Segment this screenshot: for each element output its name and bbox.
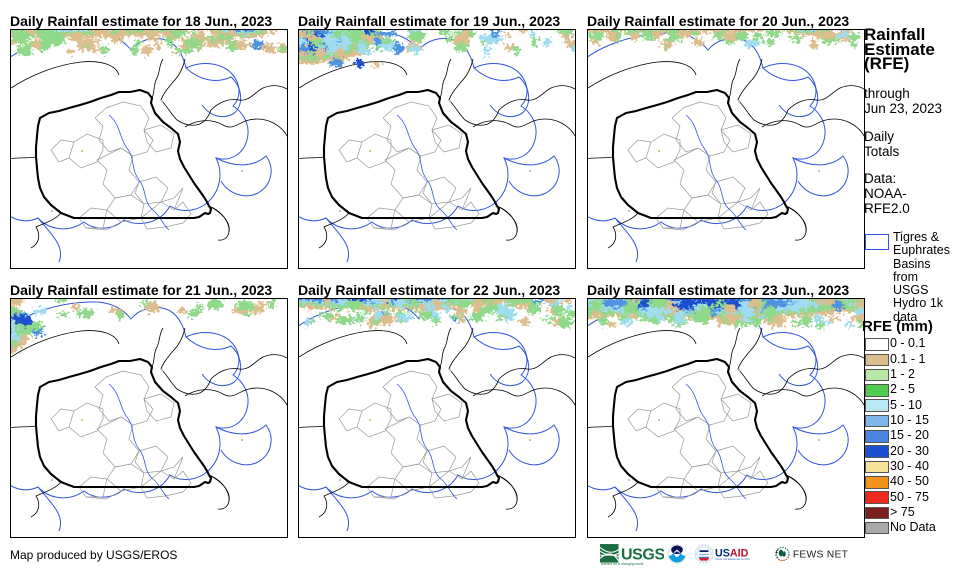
svg-text:USGS: USGS	[621, 547, 664, 564]
svg-text:science for a changing world: science for a changing world	[601, 562, 644, 566]
svg-text:USAID: USAID	[715, 548, 749, 560]
svg-text:FEWS NET: FEWS NET	[793, 549, 849, 560]
